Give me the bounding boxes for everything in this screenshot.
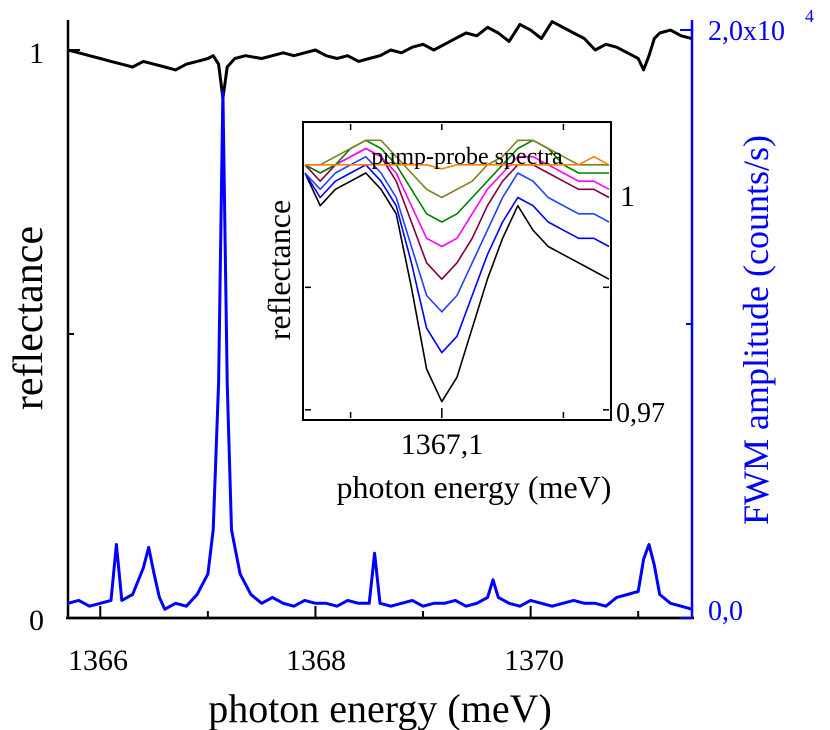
- inset-spectrum-1-line: [304, 172, 610, 403]
- inset-x-label: photon energy (meV): [337, 469, 612, 505]
- left-tick-label-0: 0: [29, 604, 44, 637]
- x-tick-label-0: 1366: [68, 644, 128, 677]
- right-tick-exponent: 4: [805, 6, 814, 26]
- inset-spectrum-7-line: [305, 139, 609, 199]
- inset-y-tick-label-1: 1: [620, 180, 635, 213]
- main-x-label: photon energy (meV): [208, 686, 552, 730]
- inset-y-label: reflectance: [261, 200, 297, 340]
- inset-spectrum-8-line: [305, 155, 610, 170]
- inset-y-tick-label-097: 0,97: [616, 398, 665, 429]
- main-right-y-label: FWM amplitude (counts/s): [736, 135, 776, 525]
- inset-spectrum-3-line: [304, 155, 610, 313]
- inset-series: [304, 139, 610, 403]
- inset-title: pump-probe spectra: [371, 144, 563, 170]
- main-y-ticks: [68, 29, 692, 619]
- main-series-1-line: [67, 90, 693, 611]
- inset-spectrum-5-line: [304, 147, 610, 248]
- right-tick-label-1: 2,0x10: [708, 16, 785, 47]
- main-left-y-label: reflectance: [6, 226, 52, 410]
- inset-x-tick-label: 1367,1: [401, 428, 484, 461]
- x-tick-label-1: 1368: [286, 644, 346, 677]
- left-tick-label-1: 1: [29, 37, 44, 70]
- main-x-ticks: [99, 606, 640, 618]
- main-series-0-line: [67, 20, 693, 100]
- x-tick-label-2: 1370: [504, 644, 564, 677]
- right-tick-label-0: 0,0: [708, 596, 743, 627]
- main-series: [67, 20, 693, 611]
- inset-spectrum-2-line: [304, 164, 610, 354]
